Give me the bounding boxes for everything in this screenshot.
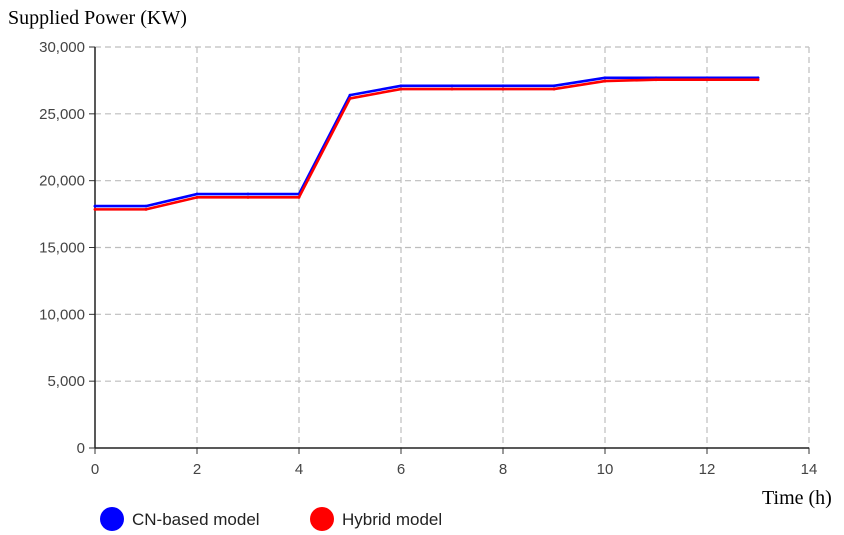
data-point xyxy=(501,87,505,91)
data-point xyxy=(399,84,403,88)
x-tick-label: 4 xyxy=(295,461,303,478)
data-point xyxy=(144,207,148,211)
x-tick-label: 0 xyxy=(91,461,99,478)
y-tick-label: 25,000 xyxy=(39,106,85,123)
x-tick-labels: 0 2 4 6 8 10 12 14 xyxy=(91,461,818,478)
data-point xyxy=(246,192,250,196)
data-point xyxy=(144,204,148,208)
legend: CN-based model Hybrid model xyxy=(100,507,442,531)
axes xyxy=(89,46,810,454)
y-tick-label: 0 xyxy=(77,440,85,457)
data-point xyxy=(450,87,454,91)
data-point xyxy=(552,84,556,88)
legend-swatch xyxy=(100,507,124,531)
data-point xyxy=(654,78,658,82)
data-point xyxy=(93,204,97,208)
data-point xyxy=(195,195,199,199)
grid xyxy=(95,46,810,448)
y-axis-title: Supplied Power (KW) xyxy=(8,7,187,29)
y-tick-labels: 0 5,000 10,000 15,000 20,000 25,000 30,000 xyxy=(39,39,85,457)
y-tick-label: 30,000 xyxy=(39,39,85,56)
data-point xyxy=(348,97,352,100)
x-tick-label: 14 xyxy=(801,461,818,478)
y-tick-label: 5,000 xyxy=(47,373,85,390)
x-tick-label: 8 xyxy=(499,461,507,478)
series-line-cn-based-model xyxy=(93,76,760,208)
x-tick-label: 12 xyxy=(699,461,716,478)
data-point xyxy=(603,76,607,80)
data-point xyxy=(705,78,709,82)
series-lines xyxy=(93,76,760,211)
data-point xyxy=(297,195,301,199)
data-point xyxy=(450,84,454,88)
data-point xyxy=(501,84,505,88)
data-point xyxy=(552,87,556,91)
data-point xyxy=(195,192,199,196)
y-tick-label: 15,000 xyxy=(39,240,85,257)
x-tick-label: 10 xyxy=(597,461,614,478)
x-tick-label: 2 xyxy=(193,461,201,478)
x-tick-label: 6 xyxy=(397,461,405,478)
legend-swatch xyxy=(310,507,334,531)
legend-label: Hybrid model xyxy=(342,510,442,529)
data-point xyxy=(93,207,97,211)
data-point xyxy=(348,93,352,97)
y-tick-label: 10,000 xyxy=(39,306,85,323)
x-axis-title: Time (h) xyxy=(762,487,832,509)
data-point xyxy=(603,79,607,83)
series-line-hybrid-model xyxy=(93,78,760,211)
y-tick-label: 20,000 xyxy=(39,173,85,190)
data-point xyxy=(399,87,403,91)
data-point xyxy=(756,78,760,82)
legend-label: CN-based model xyxy=(132,510,260,529)
data-point xyxy=(246,195,250,199)
